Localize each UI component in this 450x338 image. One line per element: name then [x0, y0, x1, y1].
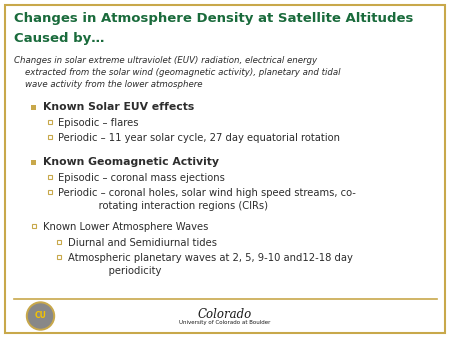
Text: extracted from the solar wind (geomagnetic activity), planetary and tidal: extracted from the solar wind (geomagnet…	[14, 68, 340, 77]
Circle shape	[27, 302, 54, 330]
Text: University of Colorado at Boulder: University of Colorado at Boulder	[179, 320, 271, 325]
Bar	[32, 224, 36, 228]
Bar	[57, 240, 60, 244]
Text: Diurnal and Semidiurnal tides: Diurnal and Semidiurnal tides	[68, 238, 216, 248]
Circle shape	[28, 304, 53, 328]
Text: Episodic – coronal mass ejections: Episodic – coronal mass ejections	[58, 173, 225, 183]
Text: Known Lower Atmosphere Waves: Known Lower Atmosphere Waves	[43, 222, 208, 232]
Text: Periodic – coronal holes, solar wind high speed streams, co-
             rotati: Periodic – coronal holes, solar wind hig…	[58, 188, 356, 211]
Text: Known Geomagnetic Activity: Known Geomagnetic Activity	[43, 157, 219, 167]
Text: Known Solar EUV effects: Known Solar EUV effects	[43, 102, 194, 112]
Text: Periodic – 11 year solar cycle, 27 day equatorial rotation: Periodic – 11 year solar cycle, 27 day e…	[58, 133, 341, 143]
Text: wave activity from the lower atmosphere: wave activity from the lower atmosphere	[14, 80, 202, 89]
Bar	[31, 160, 36, 165]
Bar	[48, 120, 51, 124]
Bar	[48, 190, 51, 194]
Bar	[48, 175, 51, 179]
Text: Changes in Atmosphere Density at Satellite Altitudes: Changes in Atmosphere Density at Satelli…	[14, 12, 413, 25]
Text: Colorado: Colorado	[198, 308, 252, 321]
Bar	[48, 135, 51, 139]
Text: Episodic – flares: Episodic – flares	[58, 118, 139, 128]
Text: CU: CU	[35, 312, 46, 320]
Text: Caused by…: Caused by…	[14, 32, 104, 45]
Bar	[31, 104, 36, 110]
Bar	[57, 255, 60, 259]
Text: Atmospheric planetary waves at 2, 5, 9-10 and12-18 day
             periodicity: Atmospheric planetary waves at 2, 5, 9-1…	[68, 253, 352, 276]
Text: Changes in solar extreme ultraviolet (EUV) radiation, electrical energy: Changes in solar extreme ultraviolet (EU…	[14, 56, 317, 65]
